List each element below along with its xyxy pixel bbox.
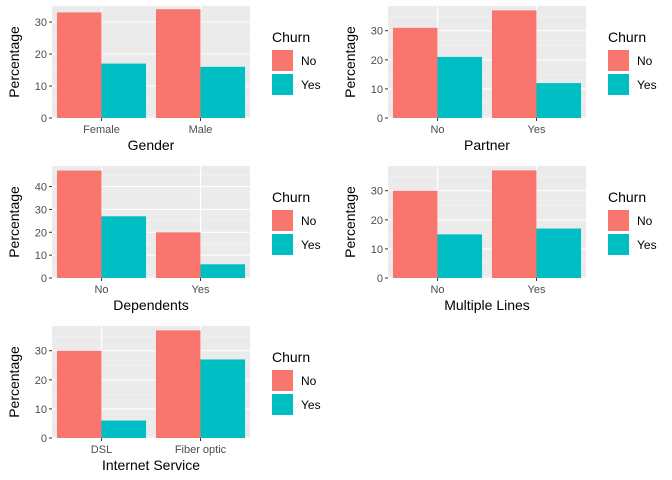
legend: Churn No Yes — [608, 189, 657, 255]
legend-title: Churn — [272, 189, 310, 205]
legend-key-yes — [272, 394, 293, 415]
bar-yes-no — [155, 232, 201, 278]
legend-title: Churn — [608, 189, 646, 205]
y-axis-title: Percentage — [342, 186, 358, 258]
x-axis-title: Dependents — [113, 297, 189, 313]
legend-key-no — [608, 50, 629, 71]
y-axis-title: Percentage — [6, 26, 22, 98]
bar-male-yes — [200, 66, 246, 118]
y-tick-label: 0 — [377, 113, 383, 125]
bar-yes-no — [491, 10, 537, 119]
y-tick-label: 10 — [371, 84, 383, 96]
y-tick-label: 30 — [371, 26, 383, 38]
y-tick-label: 10 — [35, 250, 47, 262]
bar-fiber-optic-yes — [200, 359, 246, 438]
legend: Churn No Yes — [272, 349, 321, 415]
y-tick-label: 30 — [35, 346, 47, 358]
bar-no-yes — [101, 216, 147, 278]
legend-label-no: No — [301, 214, 317, 228]
x-axis-title: Multiple Lines — [444, 297, 530, 313]
legend-key-no — [272, 370, 293, 391]
legend-key-yes — [608, 74, 629, 95]
bar-dsl-no — [56, 350, 102, 438]
y-axis-title: Percentage — [6, 346, 22, 418]
bar-no-no — [392, 27, 438, 118]
bar-female-no — [56, 12, 102, 118]
y-tick-label: 10 — [35, 81, 47, 93]
y-tick-label: 0 — [41, 433, 47, 445]
y-tick-label: 10 — [35, 404, 47, 416]
bar-no-no — [56, 170, 102, 278]
bar-no-yes — [437, 234, 483, 278]
y-axis-title: Percentage — [342, 26, 358, 98]
bar-female-yes — [101, 63, 147, 118]
legend-label-yes: Yes — [301, 398, 321, 412]
x-axis-title: Gender — [128, 137, 175, 153]
y-tick-label: 20 — [371, 215, 383, 227]
y-tick-label: 0 — [41, 113, 47, 125]
legend-label-no: No — [637, 214, 653, 228]
legend-label-yes: Yes — [637, 78, 657, 92]
x-tick-label: Yes — [528, 124, 546, 136]
x-tick-label: DSL — [91, 444, 112, 456]
legend-key-no — [272, 210, 293, 231]
legend-key-yes — [272, 74, 293, 95]
legend-key-yes — [272, 234, 293, 255]
legend-label-no: No — [637, 54, 653, 68]
chart-panel-2: 0 10 20 30 No Yes Partner Percentage Churn No Yes — [342, 6, 657, 153]
y-tick-label: 30 — [35, 17, 47, 29]
y-tick-label: 20 — [35, 49, 47, 61]
bar-yes-yes — [536, 228, 582, 278]
x-tick-label: Fiber optic — [175, 444, 227, 456]
legend-key-no — [608, 210, 629, 231]
x-tick-label: Male — [189, 124, 213, 136]
bar-no-yes — [437, 56, 483, 118]
y-tick-label: 40 — [35, 182, 47, 194]
legend-label-yes: Yes — [301, 238, 321, 252]
legend-title: Churn — [272, 29, 310, 45]
legend-label-no: No — [301, 374, 317, 388]
bar-yes-yes — [200, 264, 246, 278]
legend-title: Churn — [272, 349, 310, 365]
bar-no-no — [392, 190, 438, 278]
legend-key-no — [272, 50, 293, 71]
x-tick-label: No — [430, 284, 444, 296]
x-tick-label: No — [430, 124, 444, 136]
x-tick-label: Yes — [528, 284, 546, 296]
bar-yes-yes — [536, 83, 582, 118]
legend: Churn No Yes — [608, 29, 657, 95]
x-tick-label: No — [94, 284, 108, 296]
y-tick-label: 10 — [371, 244, 383, 256]
y-tick-label: 20 — [371, 55, 383, 67]
bar-fiber-optic-no — [155, 330, 201, 438]
bar-male-no — [155, 9, 201, 119]
y-tick-label: 30 — [371, 186, 383, 198]
x-tick-label: Yes — [192, 284, 210, 296]
y-axis-title: Percentage — [6, 186, 22, 258]
y-tick-label: 30 — [35, 204, 47, 216]
legend-label-yes: Yes — [301, 78, 321, 92]
legend: Churn No Yes — [272, 189, 321, 255]
y-tick-label: 20 — [35, 227, 47, 239]
y-tick-label: 0 — [41, 273, 47, 285]
legend-label-no: No — [301, 54, 317, 68]
x-axis-title: Partner — [464, 137, 510, 153]
x-axis-title: Internet Service — [102, 457, 200, 473]
chart-panel-1: 0 10 20 30 Female Male Gender Percentage Churn No… — [6, 5, 321, 153]
y-tick-label: 0 — [377, 273, 383, 285]
legend-title: Churn — [608, 29, 646, 45]
legend-label-yes: Yes — [637, 238, 657, 252]
x-tick-label: Female — [83, 124, 120, 136]
bar-dsl-yes — [101, 420, 147, 438]
y-tick-label: 20 — [35, 375, 47, 387]
bar-yes-no — [491, 170, 537, 278]
legend: Churn No Yes — [272, 29, 321, 95]
legend-key-yes — [608, 234, 629, 255]
